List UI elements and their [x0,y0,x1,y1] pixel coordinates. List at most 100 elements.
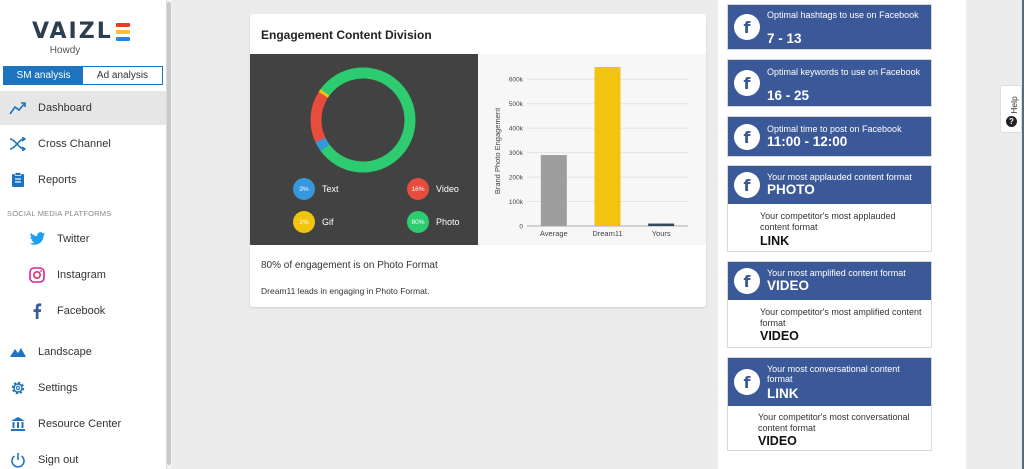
y-tick-label: 200k [509,175,524,182]
help-icon: ? [1006,116,1017,127]
insight-label: Optimal keywords to use on Facebook [767,67,921,77]
sidebar-item-twitter[interactable]: Twitter [0,222,166,256]
competitor-label: Your competitor's most applauded content… [760,211,896,232]
x-tick-label: Average [540,229,568,238]
insight-label: Your most applauded content format [767,172,912,182]
legend-badge: 80% [407,211,429,233]
greeting: Howdy [49,45,81,56]
sidebar-item-cross-channel[interactable]: Cross Channel [0,127,166,161]
dashboard-icon [9,99,27,117]
y-tick-label: 500k [509,101,524,108]
competitor-value: LINK [760,234,790,248]
instagram-icon [28,266,46,284]
facebook-icon: f [734,124,760,150]
sidebar-item-dashboard[interactable]: Dashboard [0,91,166,125]
cross-channel-icon [9,135,27,153]
insight-header: f Your most applauded content format PHO… [728,166,931,204]
sidebar-item-sign-out[interactable]: Sign out [0,443,166,469]
insight-card-time: f Optimal time to post on Facebook 11:00… [727,116,932,157]
legend-item-photo: 80% Photo [407,211,460,233]
y-tick-label: 600k [509,77,524,84]
sidebar-item-label: Settings [38,382,78,394]
x-tick-label: Dream11 [592,229,622,238]
insight-label: Optimal hashtags to use on Facebook [767,10,919,20]
facebook-icon: f [734,369,760,395]
legend-badge: 16% [407,178,429,200]
legend-label: Text [322,184,339,194]
legend-item-video: 16% Video [407,178,459,200]
insight-header: f Optimal hashtags to use on Facebook 7 … [728,5,931,49]
insight-label: Optimal time to post on Facebook [767,124,902,134]
legend-badge: 1% [293,211,315,233]
insight-value: LINK [767,386,799,401]
bar-chart-panel: 0 100k 200k 300k 400k 500k 600k Brand Photo Eng… [478,54,706,245]
competitor-label: Your competitor's most conversational co… [758,412,910,433]
sidebar-item-label: Resource Center [38,418,122,430]
y-tick-label: 100k [509,199,524,206]
insight-header: f Optimal keywords to use on Facebook 16… [728,60,931,106]
insight-label: Your most amplified content format [767,268,906,278]
sidebar-item-label: Landscape [38,346,92,358]
insight-label: Your most conversational content format [767,364,900,384]
donut-chart-panel: 3% Text 16% Video 1% Gif 80% Photo [250,54,478,245]
insight-card-conversational: f Your most conversational content forma… [727,357,932,451]
sidebar-item-label: Instagram [57,269,106,281]
donut-slice-photo[interactable] [320,67,416,173]
donut-slice-gif[interactable] [318,89,330,98]
donut-slice-video[interactable] [310,91,329,143]
twitter-icon [28,230,46,248]
tab-ad-analysis[interactable]: Ad analysis [83,67,162,84]
logo-text: VAIZL [32,19,113,44]
landscape-icon [9,343,27,361]
sidebar-scrollbar-thumb[interactable] [167,2,171,465]
sidebar-item-landscape[interactable]: Landscape [0,335,166,369]
legend-item-text: 3% Text [293,178,339,200]
legend-badge: 3% [293,178,315,200]
help-tab[interactable]: Help ? [1000,85,1022,133]
sidebar-item-reports[interactable]: Reports [0,163,166,197]
insight-header: f Optimal time to post on Facebook 11:00… [728,117,931,156]
insight-header: f Your most conversational content forma… [728,358,931,406]
logo-e-mark [115,23,130,41]
insight-value: PHOTO [767,182,815,197]
bar-average[interactable] [540,155,567,226]
legend-label: Gif [322,217,334,227]
donut-slice-text[interactable] [315,137,330,151]
y-tick-label: 300k [509,150,524,157]
insight-value: 11:00 - 12:00 [767,134,848,149]
insight-value: VIDEO [767,278,810,293]
vaizle-logo[interactable]: VAIZL [32,19,130,44]
sidebar-item-label: Facebook [57,305,106,317]
insight-value: 7 - 13 [767,31,802,46]
sidebar-item-instagram[interactable]: Instagram [0,258,166,292]
bar-dream11[interactable] [594,67,621,226]
facebook-icon: f [734,268,760,294]
settings-icon [9,379,27,397]
window-edge [1022,0,1024,469]
legend-label: Photo [436,217,460,227]
legend-label: Video [436,184,459,194]
insight-card-amplified: f Your most amplified content format VID… [727,261,932,348]
competitor-label: Your competitor's most amplified content… [760,307,922,328]
sidebar-item-facebook[interactable]: Facebook [0,294,166,328]
facebook-icon: f [734,14,760,40]
help-label: Help [1009,96,1019,114]
sidebar-item-settings[interactable]: Settings [0,371,166,405]
competitor-value: VIDEO [758,434,797,448]
tab-sm-analysis[interactable]: SM analysis [4,67,83,84]
insight-header: f Your most amplified content format VID… [728,262,931,300]
card-title: Engagement Content Division [261,28,432,42]
facebook-icon [28,302,46,320]
competitor-value: VIDEO [760,329,799,343]
insight-card-keywords: f Optimal keywords to use on Facebook 16… [727,59,932,107]
sidebar-item-resource-center[interactable]: Resource Center [0,407,166,441]
bar-chart: 0 100k 200k 300k 400k 500k 600k Brand Photo Eng… [493,67,688,238]
insight-card-applauded: f Your most applauded content format PHO… [727,165,932,252]
y-tick-label: 400k [509,126,524,133]
engagement-card: Engagement Content Division 3% Text 16% … [250,14,706,307]
x-tick-label: Yours [652,229,671,238]
sidebar-item-label: Reports [38,174,77,186]
analysis-tabs: SM analysis Ad analysis [3,66,163,85]
engagement-summary: 80% of engagement is on Photo Format [261,260,438,271]
bar-yours[interactable] [648,223,675,226]
